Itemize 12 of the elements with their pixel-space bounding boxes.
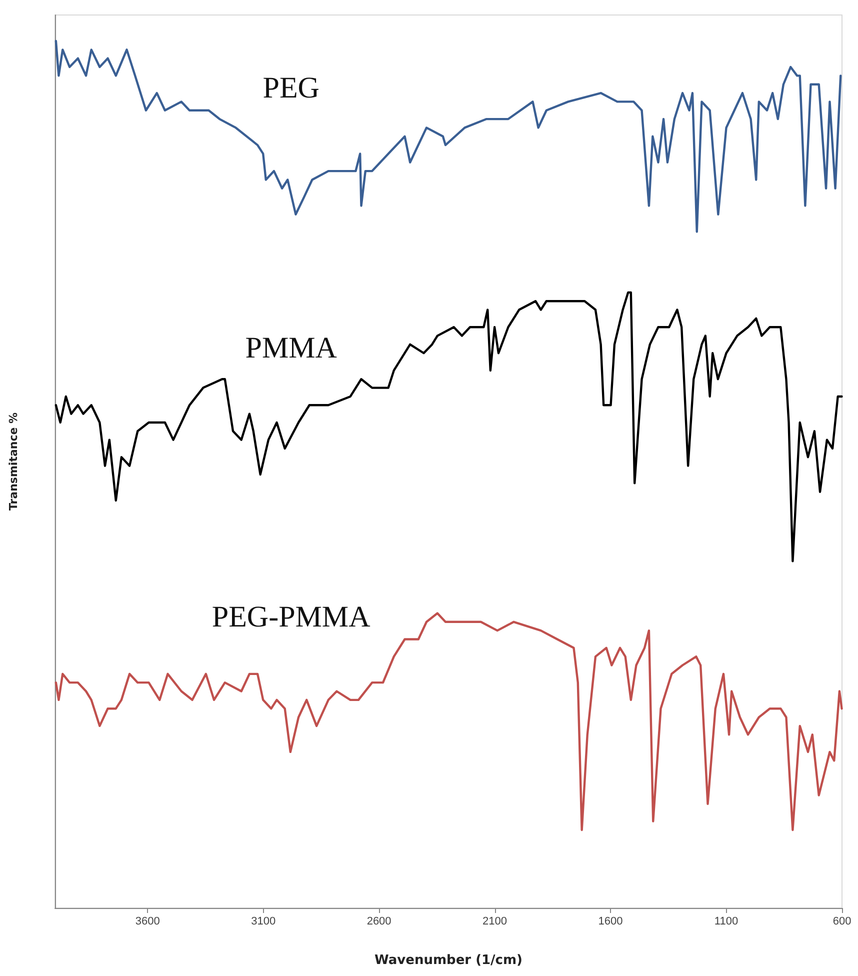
- x-axis-title: Wavenumber (1/cm): [374, 953, 522, 968]
- x-tick-label: 1100: [714, 916, 738, 928]
- series-label: PMMA: [245, 332, 338, 365]
- x-tick-label: 3600: [135, 916, 160, 928]
- x-tick-label: 1600: [598, 916, 623, 928]
- series-label: PEG-PMMA: [212, 600, 371, 634]
- series-label: PEG: [262, 72, 320, 105]
- y-axis-title: Transmitance %: [7, 412, 20, 511]
- x-tick-label: 600: [832, 916, 852, 928]
- x-tick-label: 2600: [366, 916, 392, 928]
- x-tick-label: 3100: [251, 916, 276, 928]
- x-tick-label: 2100: [482, 916, 508, 928]
